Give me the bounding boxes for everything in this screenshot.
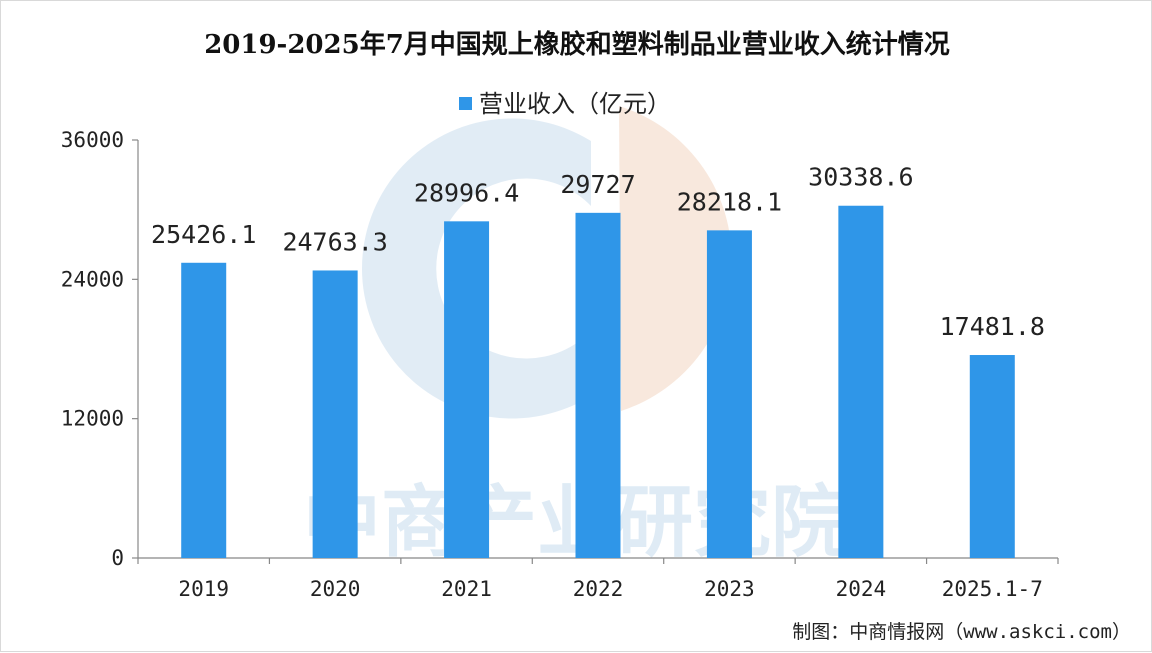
bar — [706, 230, 752, 558]
bar — [181, 262, 227, 558]
data-labels: 25426.1 24763.3 28996.4 29727 28218.1 30338.6… — [151, 163, 1045, 341]
data-label: 28996.4 — [414, 178, 519, 207]
y-tick-label: 36000 — [61, 128, 124, 152]
data-label: 25426.1 — [151, 220, 256, 249]
bars — [181, 205, 1015, 559]
chart-title: 2019-2025年7月中国规上橡胶和塑料制品业营业收入统计情况 — [204, 29, 950, 60]
data-label: 29727 — [560, 170, 635, 199]
y-tick-label: 0 — [111, 546, 124, 570]
y-axis: 0 12000 24000 36000 — [61, 128, 138, 570]
legend-label: 营业收入（亿元） — [479, 90, 671, 118]
x-tick-label: 2021 — [441, 577, 492, 601]
legend: 营业收入（亿元） — [459, 90, 671, 118]
bar — [969, 355, 1015, 558]
data-label: 28218.1 — [677, 187, 782, 216]
data-label: 30338.6 — [808, 163, 913, 192]
legend-swatch — [459, 97, 472, 110]
x-tick-label: 2022 — [573, 577, 624, 601]
data-label: 24763.3 — [282, 227, 387, 256]
watermark-logo — [361, 106, 732, 419]
source-credit: 制图：中商情报网（www.askci.com） — [792, 621, 1131, 643]
x-tick-label: 2025.1-7 — [942, 577, 1043, 601]
data-label: 17481.8 — [940, 312, 1045, 341]
x-tick-label: 2019 — [178, 577, 229, 601]
x-tick-label: 2023 — [704, 577, 755, 601]
x-tick-label: 2024 — [836, 577, 887, 601]
y-tick-label: 12000 — [61, 407, 124, 431]
x-axis: 2019 2020 2021 2022 2023 2024 2025.1-7 — [137, 558, 1059, 601]
bar — [444, 221, 490, 558]
x-tick-label: 2020 — [310, 577, 361, 601]
bar — [575, 212, 621, 559]
bar — [838, 205, 884, 558]
bar — [312, 270, 358, 558]
y-tick-label: 24000 — [61, 267, 124, 291]
